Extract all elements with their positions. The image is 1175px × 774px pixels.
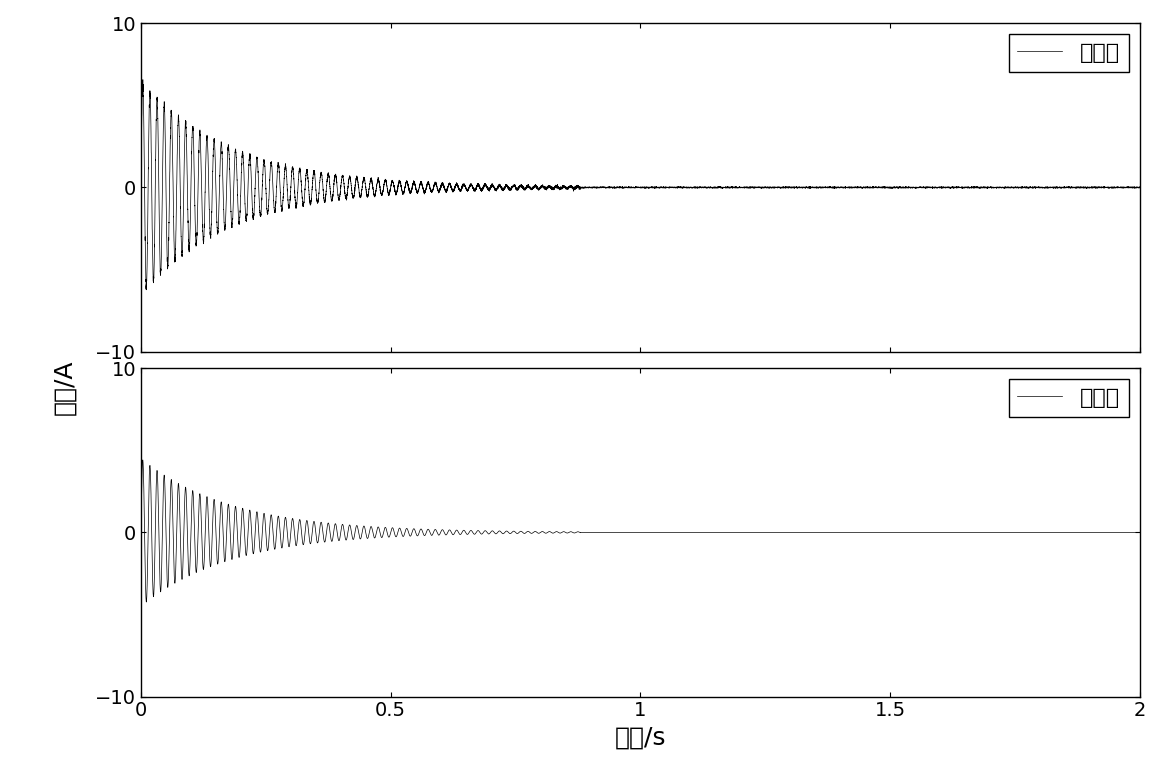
Legend: 去噪前: 去噪前 bbox=[1008, 34, 1129, 72]
Text: 电流/A: 电流/A bbox=[53, 359, 76, 415]
X-axis label: 时间/s: 时间/s bbox=[615, 726, 666, 750]
Legend: 去噪后: 去噪后 bbox=[1008, 379, 1129, 417]
